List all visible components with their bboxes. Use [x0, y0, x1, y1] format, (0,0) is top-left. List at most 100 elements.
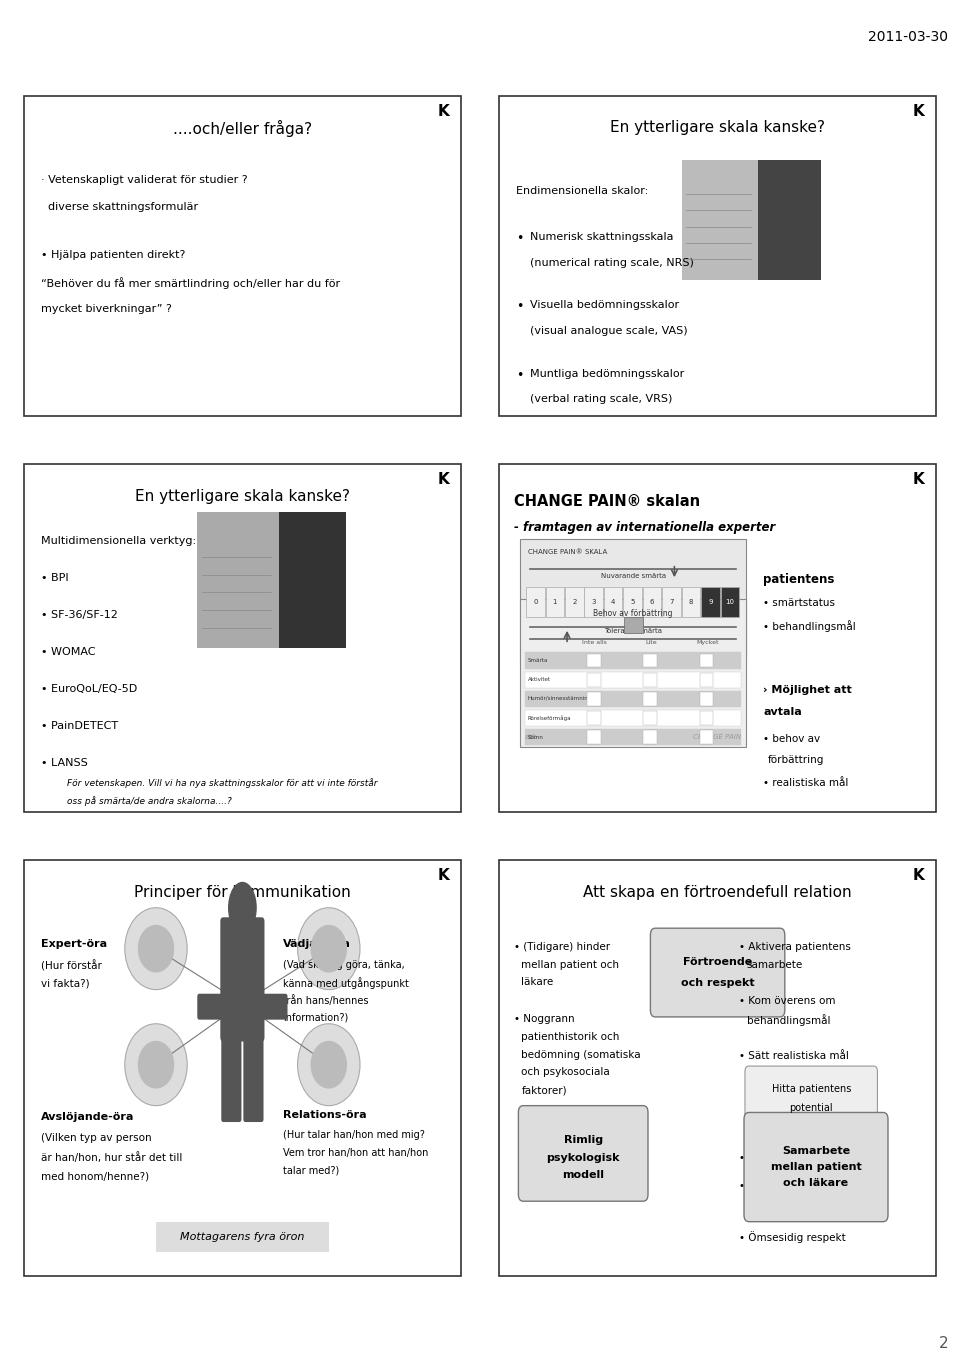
Bar — [525, 729, 741, 745]
Text: lösningar: lösningar — [747, 1198, 796, 1208]
Text: Vem tror han/hon att han/hon: Vem tror han/hon att han/hon — [283, 1148, 428, 1158]
Text: • Noggrann: • Noggrann — [514, 1014, 574, 1024]
FancyBboxPatch shape — [198, 994, 227, 1020]
Bar — [520, 599, 746, 747]
Text: faktorer): faktorer) — [521, 1085, 567, 1095]
Bar — [588, 673, 601, 687]
Text: • smärtstatus: • smärtstatus — [763, 598, 835, 607]
Text: abb: abb — [525, 734, 539, 740]
Text: mellan patient och: mellan patient och — [521, 960, 619, 969]
Bar — [588, 692, 601, 706]
Text: • WOMAC: • WOMAC — [41, 647, 96, 657]
Text: (verbal rating scale, VRS): (verbal rating scale, VRS) — [530, 394, 672, 404]
Text: Numerisk skattningsskala: Numerisk skattningsskala — [530, 232, 673, 242]
Text: • BPI: • BPI — [41, 573, 69, 583]
Text: • Dämpa rädsla: • Dämpa rädsla — [739, 1153, 822, 1163]
Text: K: K — [913, 104, 924, 119]
Text: K: K — [438, 472, 449, 487]
Text: Rörelseförmåga: Rörelseförmåga — [528, 715, 571, 721]
Text: - framtagen av internationella experter: - framtagen av internationella experter — [514, 521, 775, 535]
Text: 2011-03-30: 2011-03-30 — [869, 30, 948, 44]
Text: En ytterligare skala kanske?: En ytterligare skala kanske? — [611, 120, 825, 135]
Text: Expert-öra: Expert-öra — [41, 939, 108, 949]
Ellipse shape — [228, 882, 257, 934]
Ellipse shape — [311, 925, 348, 972]
Bar — [499, 860, 936, 1276]
Bar — [525, 691, 741, 707]
Text: Inte alls: Inte alls — [583, 640, 608, 646]
Text: En ytterligare skala kanske?: En ytterligare skala kanske? — [135, 489, 349, 504]
Text: •: • — [516, 369, 524, 382]
Text: och respekt: och respekt — [681, 979, 755, 988]
FancyBboxPatch shape — [244, 1032, 263, 1122]
Bar — [526, 587, 544, 617]
Text: • LANSS: • LANSS — [41, 758, 88, 767]
Text: K: K — [438, 104, 449, 119]
Ellipse shape — [298, 908, 360, 990]
Bar — [700, 654, 713, 667]
Bar — [24, 464, 461, 812]
Text: förbättring: förbättring — [768, 755, 825, 764]
Text: Humör/sinnesstämning: Humör/sinnesstämning — [528, 696, 592, 702]
Bar — [643, 730, 657, 744]
Bar — [197, 512, 278, 648]
Ellipse shape — [125, 908, 187, 990]
Bar — [643, 692, 657, 706]
Bar — [499, 464, 936, 812]
Text: diverse skattningsformulär: diverse skattningsformulär — [48, 202, 198, 212]
Bar — [682, 160, 758, 280]
Text: • SF-36/SF-12: • SF-36/SF-12 — [41, 610, 118, 620]
FancyBboxPatch shape — [518, 1106, 648, 1201]
Bar — [721, 587, 739, 617]
Bar — [700, 730, 713, 744]
Bar — [499, 96, 936, 416]
Bar — [525, 672, 741, 688]
Bar — [278, 512, 346, 648]
Text: mycket biverkningar” ?: mycket biverkningar” ? — [41, 304, 172, 314]
Text: 6: 6 — [650, 599, 655, 605]
Text: Tolerabel smärta: Tolerabel smärta — [604, 628, 662, 633]
Text: Vädjan-öra: Vädjan-öra — [283, 939, 351, 949]
Text: och läkare: och läkare — [783, 1178, 849, 1189]
Bar — [588, 654, 601, 667]
Bar — [24, 860, 461, 1276]
Text: Lite: Lite — [645, 640, 657, 646]
Text: 5: 5 — [631, 599, 635, 605]
Text: Förtroende: Förtroende — [683, 957, 753, 966]
Text: behandlingsmål: behandlingsmål — [747, 1014, 830, 1026]
Text: (Vilken typ av person: (Vilken typ av person — [41, 1133, 152, 1143]
Bar — [585, 587, 603, 617]
Text: bedömning (somatiska: bedömning (somatiska — [521, 1050, 641, 1059]
Text: från hans/hennes: från hans/hennes — [283, 995, 369, 1006]
Bar — [545, 587, 564, 617]
Bar — [156, 1222, 328, 1252]
Text: · Vetenskapligt validerat för studier ?: · Vetenskapligt validerat för studier ? — [41, 175, 248, 184]
Text: avtala: avtala — [763, 707, 802, 717]
Text: • Undvik bortförklarande: • Undvik bortförklarande — [739, 1181, 870, 1190]
Bar — [700, 673, 713, 687]
Text: (Hur förstår: (Hur förstår — [41, 960, 102, 971]
Text: Hitta patientens: Hitta patientens — [772, 1084, 851, 1095]
Text: Smärta: Smärta — [528, 658, 548, 663]
Text: vi fakta?): vi fakta?) — [41, 979, 90, 988]
FancyBboxPatch shape — [744, 1112, 888, 1222]
Text: patientens: patientens — [763, 573, 834, 587]
Ellipse shape — [298, 1024, 360, 1106]
Text: Behov av förbättring: Behov av förbättring — [593, 609, 673, 618]
Text: 10: 10 — [726, 599, 734, 605]
Text: (Vad ska jag göra, tänka,: (Vad ska jag göra, tänka, — [283, 960, 405, 969]
Text: 9: 9 — [708, 599, 712, 605]
Text: • PainDETECT: • PainDETECT — [41, 721, 118, 730]
Text: Att skapa en förtroendefull relation: Att skapa en förtroendefull relation — [584, 885, 852, 900]
Text: • Hjälpa patienten direkt?: • Hjälpa patienten direkt? — [41, 250, 185, 259]
Text: Nuvarande smärta: Nuvarande smärta — [601, 573, 665, 579]
Ellipse shape — [138, 925, 175, 972]
Text: •: • — [516, 232, 524, 246]
Text: 1: 1 — [553, 599, 557, 605]
Text: Rimlig: Rimlig — [564, 1134, 603, 1145]
Bar — [623, 587, 642, 617]
FancyBboxPatch shape — [651, 928, 785, 1017]
FancyBboxPatch shape — [259, 994, 288, 1020]
Text: •: • — [516, 300, 524, 314]
Text: Samarbete: Samarbete — [782, 1145, 850, 1156]
